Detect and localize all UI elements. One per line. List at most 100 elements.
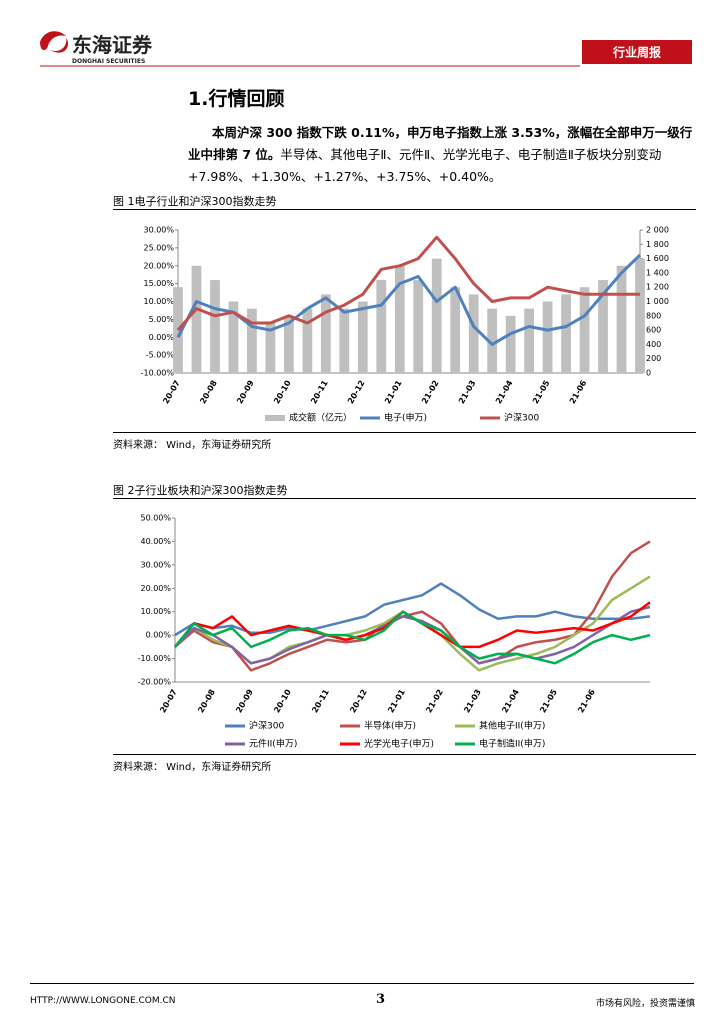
tag: 行业周报 — [612, 45, 661, 60]
bar — [320, 294, 331, 373]
legend-label: 光学光电子(申万) — [364, 738, 434, 750]
line-series — [174, 610, 651, 665]
y2-tick-label: 800 — [646, 311, 661, 320]
legend-label: 元件II(申万) — [249, 738, 297, 750]
bar — [339, 308, 350, 373]
logo-icon-part — [50, 38, 69, 53]
x-tick-label: 21-03 — [462, 688, 483, 715]
x-tick-label: 20-08 — [196, 687, 217, 714]
figure-source: 资料来源： Wind，东海证券研究所 — [113, 440, 272, 451]
bar — [505, 315, 516, 373]
header: 东海证券 DONGHAI SECURITIES 行业周报 — [40, 31, 692, 67]
bar — [247, 308, 257, 373]
bar — [487, 308, 498, 373]
y-tick-label: 5.00% — [149, 315, 175, 324]
y2-tick-label: 600 — [646, 326, 661, 335]
y-tick-label: -5.00% — [146, 351, 175, 360]
bar — [357, 301, 368, 373]
y2-tick-label: 200 — [646, 354, 661, 363]
x-tick-label: 21-03 — [457, 379, 478, 406]
bar — [265, 322, 276, 373]
figure-caption: 图 2子行业板块和沪深300指数走势 — [113, 484, 288, 497]
x-tick-label: 20-09 — [235, 378, 256, 405]
logo-icon — [40, 31, 66, 51]
legend-label: 电子制造II(申万) — [479, 738, 545, 750]
y2-tick-label: 1 400 — [646, 268, 669, 277]
y2-tick-label: 2 000 — [646, 226, 669, 235]
y-tick-label: 25.00% — [143, 243, 174, 252]
bar — [191, 265, 202, 373]
line-series — [176, 253, 642, 346]
bar — [431, 258, 442, 373]
y-tick-label: 40.00% — [140, 537, 171, 546]
brand-en: DONGHAI SECURITIES — [72, 58, 145, 65]
bar — [376, 280, 387, 373]
y-tick-label: 30.00% — [143, 226, 174, 235]
line-series — [174, 605, 651, 665]
y2-tick-label: 0 — [646, 369, 651, 378]
x-tick-label: 20-11 — [310, 687, 331, 714]
chart: -20.00% -10.00% 0.00% 10.00% 20.00% 30.00% 40.… — [138, 514, 651, 750]
bar — [302, 308, 313, 373]
y-tick-label: 30.00% — [140, 560, 171, 569]
x-tick-label: 20-09 — [234, 687, 255, 714]
source-rule — [113, 432, 696, 433]
x-tick-label: 21-01 — [383, 378, 404, 405]
legend-label: 沪深300 — [249, 720, 284, 732]
x-tick-label: 21-02 — [424, 688, 445, 715]
y2-tick-label: 1 000 — [646, 297, 669, 306]
x-tick-label: 20-10 — [272, 687, 293, 714]
bar — [394, 265, 405, 373]
paragraph-bold: 本周沪深 300 指数下跌 0.11%，申万电子指数上涨 3.53%，涨幅在全部… — [188, 125, 693, 162]
footer-disclaimer: 市场有风险，投资需谨慎 — [596, 999, 696, 1009]
bar — [542, 301, 553, 373]
x-tick-label: 20-08 — [198, 378, 219, 405]
y-tick-label: -20.00% — [138, 678, 172, 687]
y2-tick-label: 1 600 — [646, 254, 669, 263]
y-tick-label: 10.00% — [140, 607, 171, 616]
x-tick-label: 21-02 — [420, 379, 441, 406]
page-number: 3 — [376, 992, 386, 1007]
y-tick-label: 20.00% — [143, 261, 174, 270]
source-rule — [113, 754, 696, 755]
bar — [468, 294, 479, 373]
bar — [598, 280, 608, 373]
y-tick-label: 50.00% — [140, 514, 171, 523]
section-title: 1.行情回顾 — [188, 88, 285, 110]
y2-tick-label: 400 — [646, 340, 661, 349]
legend-label: 电子(申万) — [384, 412, 427, 424]
x-tick-label: 21-04 — [494, 378, 515, 405]
x-tick-label: 21-05 — [538, 687, 559, 714]
y-tick-label: 0.00% — [146, 631, 172, 640]
bar — [228, 301, 239, 373]
bar — [635, 258, 645, 373]
legend-label: 沪深300 — [504, 412, 539, 424]
y-tick-label: -10.00% — [138, 654, 172, 663]
x-tick-label: 21-01 — [386, 687, 407, 714]
line-series — [174, 582, 651, 637]
x-tick-label: 21-05 — [531, 378, 552, 405]
bar — [579, 287, 590, 373]
x-tick-label: 21-06 — [568, 378, 589, 405]
bar — [616, 265, 627, 373]
legend-swatch — [265, 415, 285, 421]
line-series — [174, 601, 651, 649]
x-tick-label: 20-07 — [161, 379, 182, 406]
y2-tick-label: 1 200 — [646, 283, 669, 292]
y-tick-label: 0.00% — [149, 333, 175, 342]
legend-label: 成交额（亿元） — [289, 412, 352, 424]
x-tick-label: 20-12 — [348, 688, 369, 715]
footer-url: HTTP://WWW.LONGONE.COM.CN — [30, 996, 176, 1006]
tag-box — [582, 40, 692, 64]
legend-label: 半导体(申万) — [364, 720, 416, 732]
x-tick-label: 21-04 — [500, 687, 521, 714]
legend-label: 其他电子II(申万) — [479, 720, 545, 732]
y-tick-label: 10.00% — [143, 297, 174, 306]
bar — [210, 280, 220, 373]
figure-source: 资料来源： Wind，东海证券研究所 — [113, 762, 272, 773]
x-tick-label: 20-07 — [158, 688, 179, 715]
paragraph: 本周沪深 300 指数下跌 0.11%，申万电子指数上涨 3.53%，涨幅在全部… — [188, 122, 698, 188]
bar — [524, 308, 535, 373]
bar — [561, 294, 571, 373]
y-tick-label: -10.00% — [141, 369, 175, 378]
